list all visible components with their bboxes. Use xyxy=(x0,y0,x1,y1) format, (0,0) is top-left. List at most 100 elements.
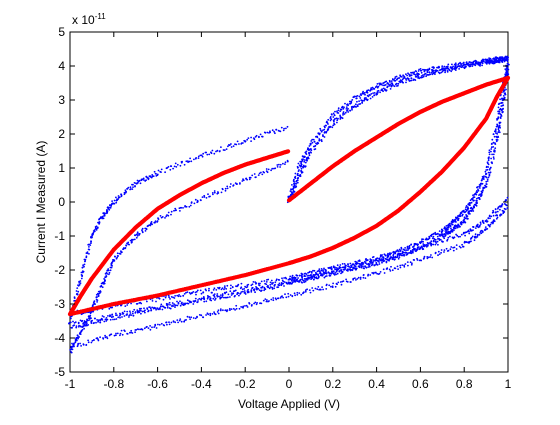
data-point xyxy=(507,68,510,71)
data-point xyxy=(435,233,437,236)
data-point xyxy=(267,286,270,289)
data-point xyxy=(498,121,501,124)
y-tick-label: -1 xyxy=(54,229,65,243)
data-point xyxy=(263,131,266,134)
data-point xyxy=(230,308,233,310)
data-point xyxy=(269,286,272,288)
data-point xyxy=(233,295,236,298)
data-point xyxy=(246,138,249,141)
data-point xyxy=(323,271,326,274)
data-point xyxy=(119,253,122,255)
data-point xyxy=(369,94,371,96)
data-point xyxy=(221,293,224,295)
data-point xyxy=(146,225,149,228)
data-point xyxy=(161,216,164,218)
data-point xyxy=(324,126,326,129)
data-point xyxy=(406,247,409,250)
data-point xyxy=(466,241,468,244)
data-point xyxy=(116,252,119,255)
y-tick-label: -3 xyxy=(54,297,65,311)
data-point xyxy=(433,238,436,240)
data-point xyxy=(491,138,494,141)
data-point xyxy=(250,284,253,287)
data-point xyxy=(356,104,359,106)
data-point xyxy=(466,62,468,65)
data-point xyxy=(195,293,197,296)
data-point xyxy=(461,64,463,67)
data-point xyxy=(486,178,489,181)
data-point xyxy=(146,307,149,309)
data-point xyxy=(332,273,335,275)
data-point xyxy=(207,313,210,316)
data-point xyxy=(166,323,168,326)
data-point xyxy=(86,251,89,254)
data-point xyxy=(211,192,214,194)
data-point xyxy=(446,65,449,68)
data-point xyxy=(410,263,413,266)
data-point xyxy=(426,257,429,260)
data-point xyxy=(380,258,383,260)
data-point xyxy=(438,238,441,241)
data-point xyxy=(132,238,135,241)
series-1 xyxy=(67,75,511,317)
data-point xyxy=(311,141,314,144)
data-point xyxy=(406,261,409,263)
data-point xyxy=(254,301,257,304)
data-point xyxy=(282,280,285,283)
data-point xyxy=(202,316,205,319)
data-point xyxy=(103,281,105,284)
data-point xyxy=(159,170,162,173)
data-point xyxy=(495,211,497,213)
data-point xyxy=(500,98,503,100)
data-point xyxy=(117,198,119,201)
data-point xyxy=(475,204,478,207)
data-point xyxy=(124,189,127,192)
data-point xyxy=(453,229,455,232)
data-point xyxy=(416,259,419,261)
data-point xyxy=(455,244,458,247)
data-point xyxy=(454,66,457,69)
data-point xyxy=(260,280,263,283)
data-point xyxy=(91,304,94,307)
data-point xyxy=(179,210,181,212)
data-point xyxy=(98,223,100,225)
data-point xyxy=(487,176,490,179)
data-point xyxy=(305,278,308,280)
data-point xyxy=(163,306,166,309)
data-point xyxy=(117,255,119,257)
data-point xyxy=(419,68,422,70)
data-point xyxy=(273,130,275,133)
data-point xyxy=(469,209,472,212)
data-point xyxy=(88,319,90,322)
data-point xyxy=(79,332,81,335)
data-point xyxy=(201,196,204,199)
data-point xyxy=(106,269,109,272)
data-point xyxy=(116,332,119,335)
data-point xyxy=(232,307,235,310)
data-point xyxy=(176,304,179,307)
data-point xyxy=(370,93,373,95)
data-point xyxy=(458,214,461,217)
data-point xyxy=(194,300,197,302)
data-point xyxy=(486,228,489,230)
data-point xyxy=(108,307,111,310)
data-point xyxy=(313,269,316,272)
data-point xyxy=(186,299,189,302)
data-point xyxy=(110,266,113,269)
data-point xyxy=(111,314,113,316)
data-point xyxy=(491,61,493,63)
data-point xyxy=(219,308,222,310)
data-point xyxy=(156,220,159,222)
data-point xyxy=(139,309,141,312)
data-point xyxy=(157,169,160,172)
data-point xyxy=(98,221,101,223)
data-point xyxy=(373,92,376,94)
data-point xyxy=(126,333,129,335)
data-point xyxy=(259,133,262,136)
data-point xyxy=(469,199,472,202)
data-point xyxy=(209,312,212,315)
data-point xyxy=(385,80,388,83)
data-point xyxy=(476,62,479,65)
data-point xyxy=(285,296,288,299)
